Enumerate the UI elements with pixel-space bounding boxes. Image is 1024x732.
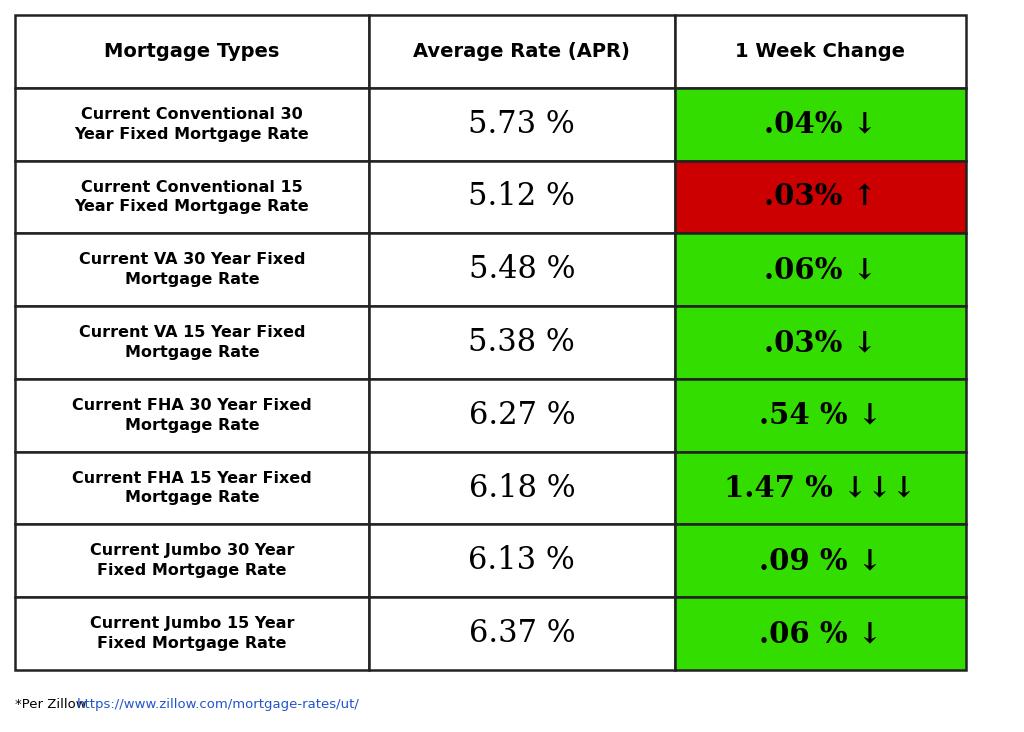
Bar (15, 306, 369, 379)
Text: Current Conventional 30
Year Fixed Mortgage Rate: Current Conventional 30 Year Fixed Mortg… (75, 107, 309, 141)
Text: .03% ↓: .03% ↓ (764, 328, 877, 357)
Text: .06 % ↓: .06 % ↓ (759, 619, 882, 648)
Text: 6.13 %: 6.13 % (468, 545, 575, 576)
Bar (369, 88, 675, 160)
Bar (369, 379, 675, 452)
Bar (369, 452, 675, 524)
Bar (675, 234, 966, 306)
Text: *Per Zillow: *Per Zillow (15, 698, 91, 711)
Text: .06% ↓: .06% ↓ (764, 255, 877, 284)
Bar (369, 160, 675, 234)
Text: 5.12 %: 5.12 % (468, 182, 575, 212)
Bar (15, 597, 369, 670)
Bar (675, 88, 966, 160)
Bar (675, 524, 966, 597)
Bar (15, 15, 369, 88)
Bar (15, 379, 369, 452)
Text: Current Jumbo 30 Year
Fixed Mortgage Rate: Current Jumbo 30 Year Fixed Mortgage Rat… (90, 543, 294, 578)
Bar (15, 88, 369, 160)
Bar (675, 597, 966, 670)
Text: .03% ↑: .03% ↑ (764, 182, 877, 212)
Bar (15, 234, 369, 306)
Text: Average Rate (APR): Average Rate (APR) (414, 42, 630, 61)
Text: https://www.zillow.com/mortgage-rates/ut/: https://www.zillow.com/mortgage-rates/ut… (77, 698, 359, 711)
Text: 5.38 %: 5.38 % (468, 327, 575, 358)
Text: Current Conventional 15
Year Fixed Mortgage Rate: Current Conventional 15 Year Fixed Mortg… (75, 179, 309, 214)
Bar (675, 379, 966, 452)
Bar (675, 306, 966, 379)
Text: 1 Week Change: 1 Week Change (735, 42, 905, 61)
Text: .09 % ↓: .09 % ↓ (759, 546, 882, 575)
Bar (369, 524, 675, 597)
Text: Mortgage Types: Mortgage Types (104, 42, 280, 61)
Text: 6.18 %: 6.18 % (469, 473, 575, 504)
Text: Current FHA 15 Year Fixed
Mortgage Rate: Current FHA 15 Year Fixed Mortgage Rate (72, 471, 312, 506)
Bar (675, 452, 966, 524)
Text: Current Jumbo 15 Year
Fixed Mortgage Rate: Current Jumbo 15 Year Fixed Mortgage Rat… (90, 616, 294, 651)
Bar (369, 306, 675, 379)
Text: Current VA 30 Year Fixed
Mortgage Rate: Current VA 30 Year Fixed Mortgage Rate (79, 253, 305, 287)
Text: Current FHA 30 Year Fixed
Mortgage Rate: Current FHA 30 Year Fixed Mortgage Rate (72, 398, 312, 433)
Text: 5.48 %: 5.48 % (469, 254, 575, 285)
Bar (675, 160, 966, 234)
Text: .04% ↓: .04% ↓ (764, 110, 877, 138)
Bar (369, 15, 675, 88)
Text: 6.27 %: 6.27 % (469, 400, 575, 430)
Bar (369, 597, 675, 670)
Text: 1.47 % ↓↓↓: 1.47 % ↓↓↓ (724, 474, 916, 503)
Bar (15, 524, 369, 597)
Text: Current VA 15 Year Fixed
Mortgage Rate: Current VA 15 Year Fixed Mortgage Rate (79, 325, 305, 360)
Text: 6.37 %: 6.37 % (469, 618, 575, 649)
Bar (15, 452, 369, 524)
Bar (369, 234, 675, 306)
Bar (15, 160, 369, 234)
Text: .54 % ↓: .54 % ↓ (759, 401, 882, 430)
Text: 5.73 %: 5.73 % (468, 108, 575, 140)
Bar (675, 15, 966, 88)
